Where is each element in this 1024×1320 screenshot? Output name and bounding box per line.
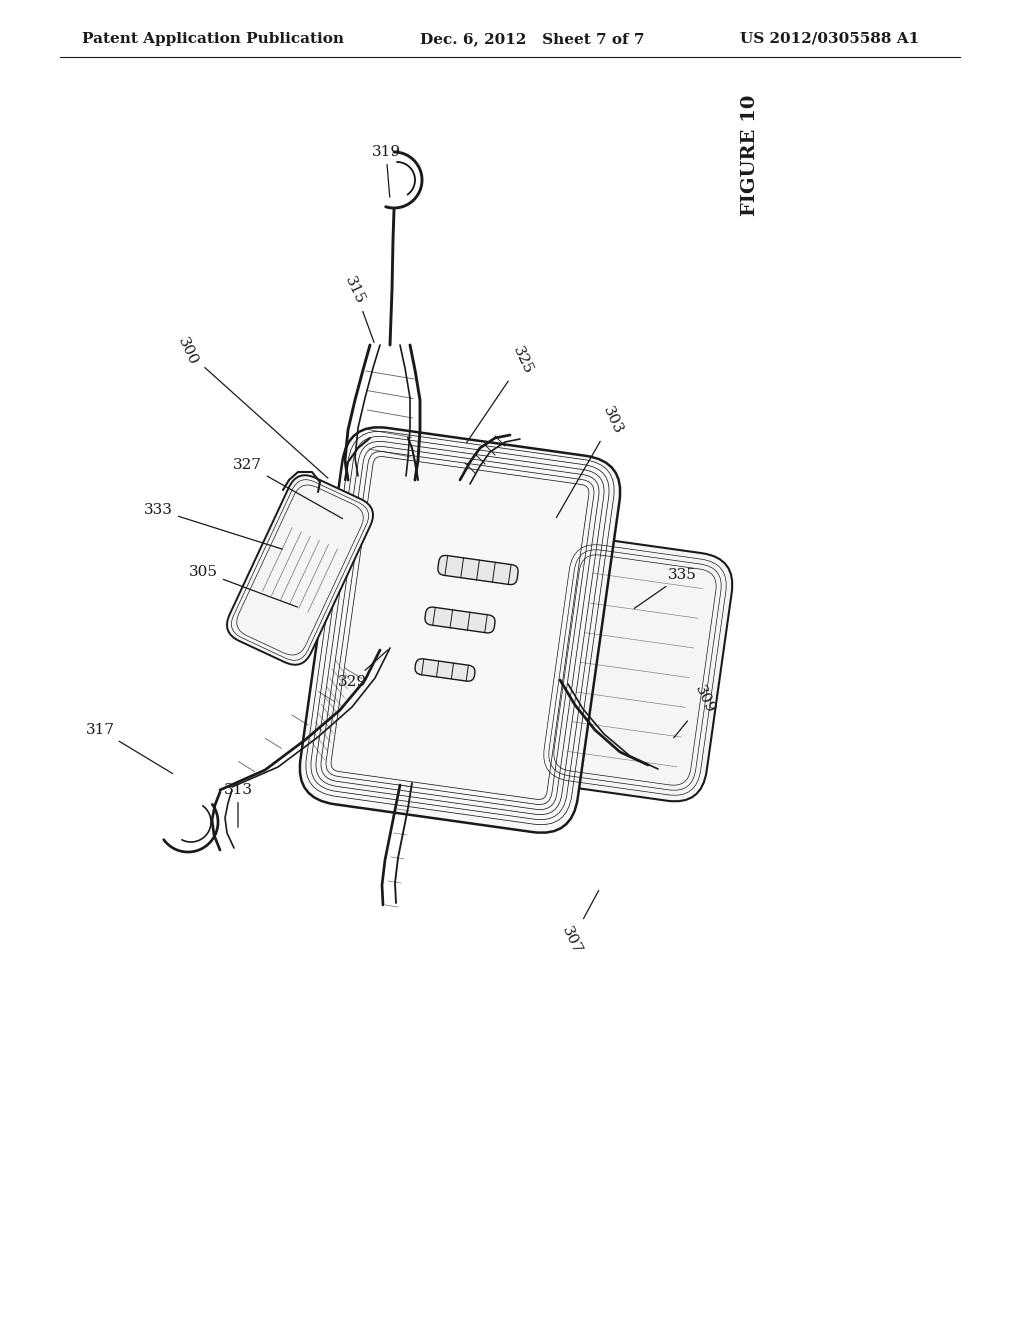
FancyBboxPatch shape — [227, 475, 373, 665]
Text: 300: 300 — [175, 335, 328, 478]
FancyBboxPatch shape — [415, 659, 475, 681]
FancyBboxPatch shape — [538, 539, 732, 801]
Text: 329: 329 — [338, 649, 388, 689]
FancyBboxPatch shape — [425, 607, 495, 632]
FancyBboxPatch shape — [300, 428, 621, 833]
Text: 315: 315 — [342, 275, 374, 342]
Text: 335: 335 — [634, 568, 697, 609]
Text: 309: 309 — [674, 684, 717, 738]
Text: US 2012/0305588 A1: US 2012/0305588 A1 — [740, 32, 920, 46]
Text: FIGURE 10: FIGURE 10 — [741, 94, 759, 215]
Text: 305: 305 — [189, 565, 297, 607]
Text: 307: 307 — [559, 891, 599, 956]
FancyBboxPatch shape — [438, 556, 518, 585]
Text: Patent Application Publication: Patent Application Publication — [82, 32, 344, 46]
Text: 313: 313 — [223, 783, 253, 828]
Text: 333: 333 — [144, 503, 283, 549]
Text: 327: 327 — [233, 458, 343, 519]
Text: 303: 303 — [556, 404, 625, 517]
Text: 317: 317 — [86, 723, 173, 774]
Text: 319: 319 — [372, 145, 400, 197]
Text: Dec. 6, 2012   Sheet 7 of 7: Dec. 6, 2012 Sheet 7 of 7 — [420, 32, 644, 46]
Text: 325: 325 — [467, 345, 535, 442]
